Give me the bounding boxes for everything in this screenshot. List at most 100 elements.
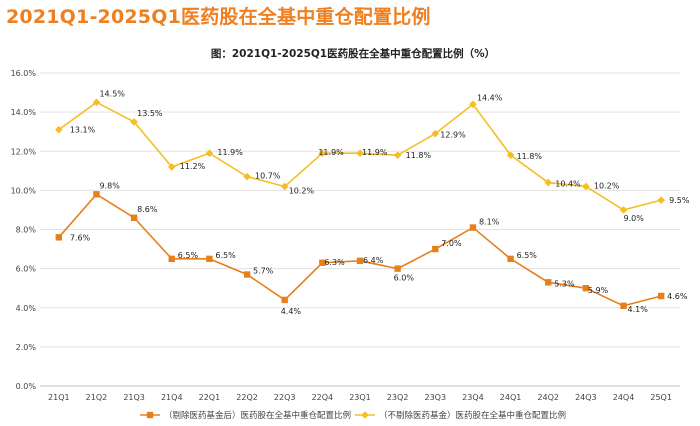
- x-tick-label: 22Q3: [274, 393, 296, 402]
- data-label: 10.2%: [289, 186, 315, 195]
- data-point: [657, 196, 665, 204]
- y-tick-label: 16.0%: [11, 69, 37, 78]
- data-point: [319, 259, 326, 266]
- data-point: [393, 151, 402, 159]
- x-tick-label: 23Q3: [425, 393, 447, 402]
- data-point: [431, 129, 440, 138]
- data-point: [469, 100, 477, 109]
- x-tick-label: 21Q1: [48, 393, 70, 402]
- data-label: 6.5%: [517, 251, 538, 260]
- legend-label: （剔除医药基金后）医药股在全基中重仓配置比例: [164, 410, 351, 421]
- data-label: 9.8%: [99, 181, 120, 190]
- data-point: [657, 292, 665, 300]
- y-tick-label: 8.0%: [16, 226, 37, 235]
- x-tick-label: 23Q4: [462, 393, 484, 402]
- data-label: 6.3%: [324, 258, 345, 267]
- y-tick-label: 6.0%: [16, 265, 37, 274]
- x-tick-label: 24Q2: [537, 393, 559, 402]
- data-label: 14.5%: [99, 89, 125, 98]
- data-label: 11.9%: [362, 148, 388, 157]
- data-point: [55, 234, 63, 241]
- data-point: [130, 214, 138, 221]
- data-label: 9.0%: [624, 214, 645, 223]
- data-point: [545, 279, 552, 286]
- data-point: [620, 302, 627, 309]
- legend-marker: [146, 411, 154, 419]
- data-label: 14.4%: [477, 93, 503, 102]
- data-label: 11.9%: [217, 148, 243, 157]
- y-tick-label: 14.0%: [11, 108, 37, 117]
- data-label: 13.1%: [70, 126, 96, 135]
- data-point: [130, 118, 138, 126]
- data-label: 6.5%: [215, 251, 236, 260]
- data-point: [582, 182, 590, 191]
- data-label: 7.0%: [441, 239, 462, 248]
- data-labels: 7.6% 9.8% 8.6% 6.5% 6.5% 5.7% 4.4% 6.3% 6.4% 6.0%…: [70, 89, 690, 316]
- data-label: 13.5%: [137, 109, 163, 118]
- data-point: [92, 98, 101, 107]
- x-tick-label: 24Q1: [500, 393, 522, 402]
- x-tick-label: 21Q3: [123, 393, 145, 402]
- x-tick-label: 22Q2: [236, 393, 258, 402]
- data-label: 11.9%: [318, 148, 344, 157]
- data-label: 11.8%: [517, 152, 543, 161]
- data-label: 5.9%: [588, 286, 609, 295]
- x-axis-ticks: 21Q1 21Q2 21Q3 21Q4 22Q1 22Q2 22Q3 22Q4 23Q1 23Q2…: [48, 393, 672, 402]
- data-point: [394, 265, 401, 272]
- data-point: [206, 255, 213, 263]
- data-point: [93, 191, 100, 198]
- data-label: 10.7%: [255, 172, 281, 181]
- data-label: 5.7%: [253, 266, 274, 275]
- data-label: 6.4%: [363, 256, 384, 265]
- grid-lines: [40, 72, 680, 387]
- data-label: 9.5%: [669, 196, 690, 205]
- data-label: 6.5%: [178, 251, 199, 260]
- data-label: 4.6%: [667, 292, 688, 301]
- data-label: 12.9%: [440, 131, 466, 140]
- data-label: 11.8%: [406, 151, 432, 160]
- y-tick-label: 10.0%: [11, 186, 37, 195]
- data-label: 11.2%: [180, 162, 206, 171]
- data-point: [582, 284, 590, 292]
- data-label: 8.1%: [479, 218, 500, 227]
- data-point: [544, 178, 553, 187]
- data-point: [280, 182, 289, 191]
- data-point: [469, 224, 477, 231]
- x-tick-label: 23Q2: [387, 393, 409, 402]
- data-point: [432, 245, 439, 253]
- data-label: 6.0%: [394, 274, 415, 283]
- x-tick-label: 24Q4: [613, 393, 635, 402]
- data-label: 7.6%: [70, 233, 91, 242]
- data-point: [507, 255, 514, 263]
- y-axis-ticks: 0.0% 2.0% 4.0% 6.0% 8.0% 10.0% 12.0% 14.0% 16.0%: [11, 69, 37, 391]
- data-label: 10.4%: [555, 180, 581, 189]
- chart-title: 图：2021Q1-2025Q1医药股在全基中重仓配置比例（%）: [211, 47, 495, 60]
- x-tick-label: 21Q4: [161, 393, 183, 402]
- x-tick-label: 22Q4: [312, 393, 334, 402]
- y-tick-label: 12.0%: [11, 147, 37, 156]
- data-point: [619, 206, 628, 214]
- data-point: [243, 271, 251, 278]
- page-title: 2021Q1-2025Q1医药股在全基中重仓配置比例: [6, 6, 431, 28]
- y-tick-label: 2.0%: [16, 343, 37, 352]
- x-tick-label: 22Q1: [199, 393, 221, 402]
- x-tick-label: 23Q1: [349, 393, 371, 402]
- data-point: [281, 296, 288, 304]
- x-tick-label: 25Q1: [650, 393, 672, 402]
- x-tick-label: 21Q2: [86, 393, 108, 402]
- legend-label: （不剔除医药基金）医药股在全基中重仓配置比例: [379, 410, 566, 421]
- data-label: 4.1%: [628, 305, 649, 314]
- series-group: [55, 98, 665, 309]
- data-label: 10.2%: [594, 181, 620, 190]
- data-point: [506, 151, 515, 159]
- y-tick-label: 0.0%: [16, 382, 37, 391]
- data-point: [318, 149, 327, 158]
- data-point: [55, 125, 63, 134]
- legend: （剔除医药基金后）医药股在全基中重仓配置比例 （不剔除医药基金）医药股在全基中重仓…: [140, 410, 566, 421]
- x-tick-label: 24Q3: [575, 393, 597, 402]
- data-label: 5.3%: [554, 279, 575, 288]
- data-label: 8.6%: [137, 205, 158, 214]
- data-point: [356, 149, 364, 158]
- data-point: [356, 257, 364, 264]
